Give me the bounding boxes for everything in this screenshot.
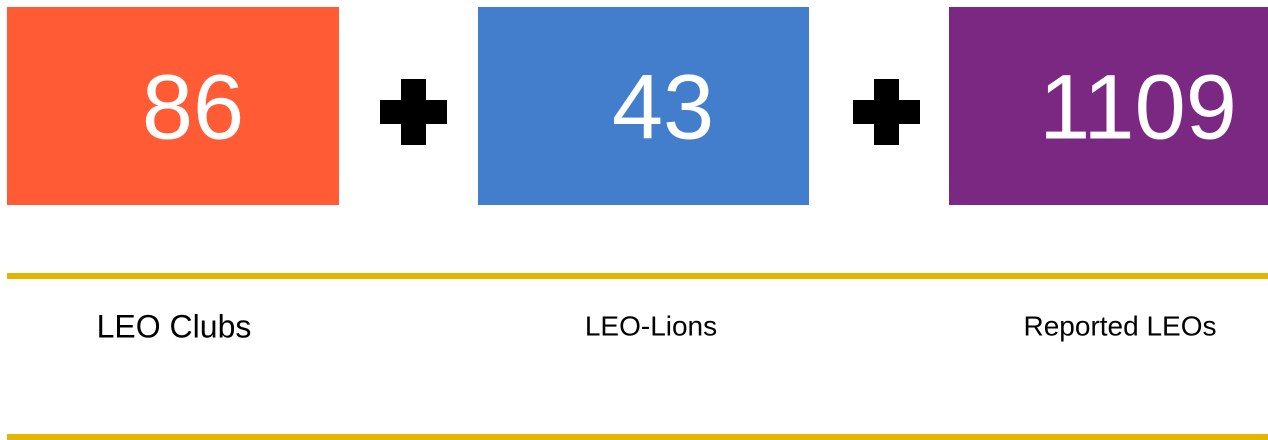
- plus-sign: [380, 79, 447, 145]
- card-label: LEO-Lions: [585, 310, 717, 341]
- divider: [7, 434, 1268, 440]
- card-box: [949, 7, 1268, 205]
- card-value: 1109: [1039, 56, 1237, 158]
- card-value: 86: [142, 56, 244, 158]
- card-label: Reported LEOs: [1024, 310, 1217, 341]
- divider: [7, 273, 1268, 279]
- plus-sign: [853, 79, 920, 145]
- card-box: [478, 7, 809, 205]
- card-label: LEO Clubs: [97, 308, 252, 344]
- card-box: [7, 7, 339, 205]
- card-value: 43: [612, 56, 714, 158]
